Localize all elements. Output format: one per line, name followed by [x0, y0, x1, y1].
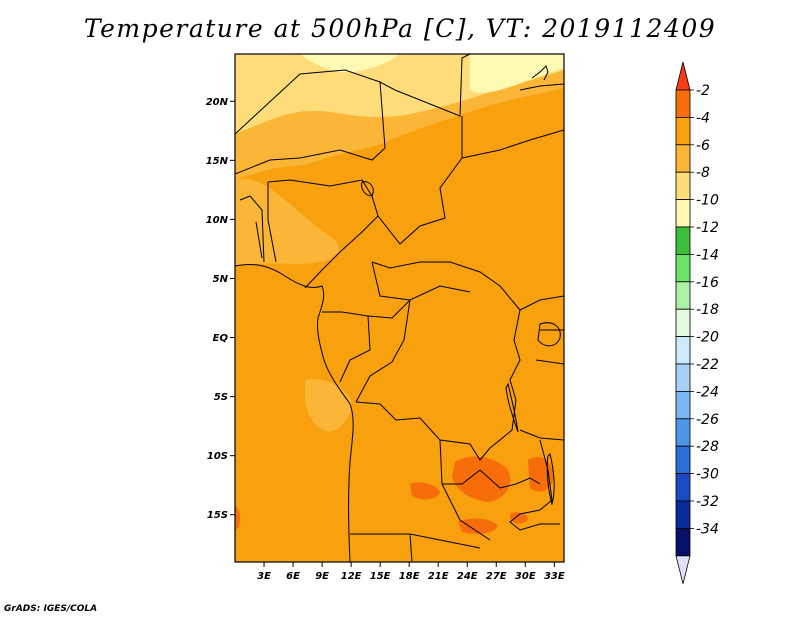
lat-tick-label: 10N — [206, 215, 229, 226]
colorbar-segment — [675, 500, 691, 529]
colorbar-segment — [675, 144, 691, 173]
colorbar-segment — [675, 117, 691, 146]
colorbar-segment — [675, 89, 691, 118]
coastline-gulf-of-guinea — [235, 263, 354, 562]
colorbar-segment — [675, 363, 691, 392]
lat-tick-label: 10S — [207, 451, 228, 462]
plot-frame — [234, 53, 565, 563]
lake-victoria — [537, 322, 561, 347]
colorbar-label: -26 — [696, 412, 719, 428]
lon-tick-label: 30E — [515, 571, 536, 582]
colorbar-segment — [675, 418, 691, 447]
colorbar-segment — [675, 336, 691, 365]
colorbar-label: -6 — [696, 138, 710, 154]
colorbar-segment — [675, 473, 691, 502]
border-nigeria — [267, 179, 379, 289]
political-boundaries — [235, 54, 564, 562]
field-band-minus8-coast — [305, 378, 352, 432]
lat-tick-label: EQ — [213, 333, 229, 344]
chart-title: Temperature at 500hPa [C], VT: 201911240… — [83, 14, 717, 43]
colorbar-label: -10 — [696, 193, 719, 209]
colorbar-label: -12 — [696, 220, 719, 236]
colorbar-label: -8 — [696, 165, 710, 181]
border-sahara — [235, 54, 471, 135]
border-angola-south — [350, 533, 481, 562]
colorbar-top-triangle — [675, 61, 691, 91]
colorbar-bottom-triangle — [675, 555, 691, 584]
lon-tick-label: 9E — [315, 571, 329, 582]
lat-tick-label: 15S — [207, 510, 228, 521]
lat-tick-label: 5N — [213, 274, 229, 285]
field-patch-minus4-d — [458, 518, 498, 534]
colorbar-label: -16 — [696, 275, 719, 291]
border-cameroon-gabon — [322, 311, 371, 383]
border-sahel-west — [235, 81, 386, 175]
colorbar-segment — [675, 390, 691, 420]
colorbar-segment — [675, 171, 691, 200]
grads-credit: GrADS: IGES/COLA — [4, 604, 98, 614]
lon-tick-label: 33E — [544, 571, 565, 582]
colorbar-label: -28 — [696, 439, 719, 455]
colorbar-label: -30 — [696, 467, 719, 483]
lat-tick-label: 20N — [206, 97, 229, 108]
lon-tick-label: 18E — [399, 571, 420, 582]
longitude-axis: 3E 6E 9E 12E 15E 18E 21E 24E 27E 30E 33E — [257, 562, 565, 582]
lon-tick-label: 3E — [257, 571, 271, 582]
colorbar-segment — [675, 281, 691, 310]
temperature-field — [235, 54, 564, 562]
field-patch-minus2-west — [235, 505, 241, 530]
field-band-minus12-north — [300, 54, 400, 73]
lon-tick-label: 24E — [457, 571, 478, 582]
red-sea-coast — [519, 65, 564, 91]
border-congo — [355, 298, 411, 403]
field-band-minus8-west — [235, 178, 339, 266]
border-east-africa — [519, 295, 564, 441]
lake-malawi — [546, 453, 555, 506]
colorbar-segment — [675, 528, 691, 557]
colorbar-segment — [675, 199, 691, 228]
colorbar-label: -32 — [696, 494, 719, 510]
lon-tick-label: 12E — [341, 571, 362, 582]
field-band-minus12-northeast — [470, 54, 564, 93]
border-west-coast-states — [239, 182, 277, 263]
lat-tick-label: 5S — [214, 392, 228, 403]
lake-chad — [361, 181, 374, 197]
colorbar-label: -22 — [696, 357, 719, 373]
colorbar-label: -14 — [696, 247, 719, 263]
colorbar-label: -24 — [696, 384, 719, 400]
lon-tick-label: 21E — [428, 571, 449, 582]
lon-tick-label: 15E — [370, 571, 391, 582]
colorbar-segment — [675, 226, 691, 255]
lon-tick-label: 27E — [486, 571, 507, 582]
border-malawi-moz — [509, 439, 560, 531]
lake-tanganyika — [505, 382, 519, 433]
lat-tick-label: 15N — [206, 156, 229, 167]
colorbar-segment — [675, 445, 691, 475]
field-patch-minus4-e — [510, 512, 528, 524]
colorbar-label: -4 — [696, 110, 710, 126]
border-drc-angola — [355, 401, 491, 461]
colorbar-label: -2 — [696, 83, 710, 99]
field-patch-minus4-a — [452, 456, 511, 502]
latitude-axis: 20N 15N 10N 5N EQ 5S 10S 15S — [206, 97, 235, 521]
colorbar-label: -18 — [696, 302, 719, 318]
lon-tick-label: 6E — [286, 571, 300, 582]
border-zambia — [439, 439, 541, 541]
colorbar-segment — [675, 308, 691, 338]
border-sudan — [461, 129, 564, 159]
colorbar-label: -20 — [696, 330, 719, 346]
colorbar: -2 -4 -6 -8 -10 -12 -14 -16 -18 -20 -22 -24 -26 -28 -3… — [675, 61, 719, 584]
colorbar-label: -34 — [696, 521, 719, 537]
border-drc-east — [489, 309, 521, 449]
colorbar-segment — [675, 253, 691, 283]
field-patch-minus4-b — [410, 482, 440, 500]
